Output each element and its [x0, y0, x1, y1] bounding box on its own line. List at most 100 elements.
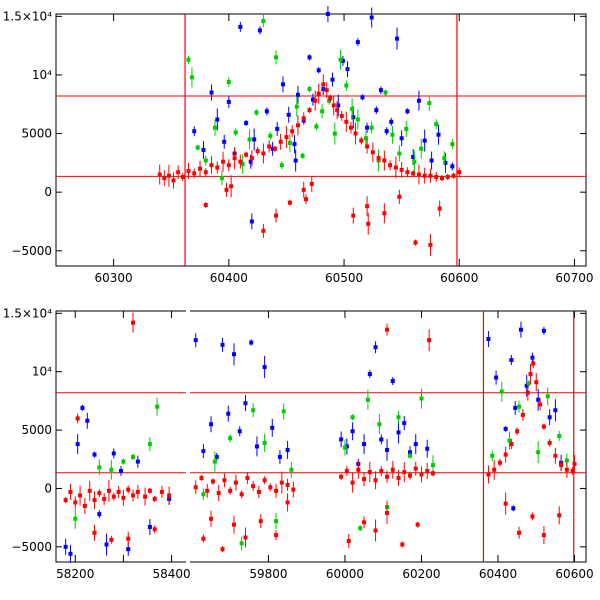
data-point: [369, 15, 374, 20]
data-point: [222, 139, 227, 144]
data-point: [342, 445, 347, 450]
data-point: [111, 451, 116, 456]
data-point: [450, 142, 455, 147]
x-tick-label: 58400: [152, 567, 190, 581]
data-point: [390, 379, 395, 384]
data-point: [553, 408, 558, 413]
data-point: [249, 340, 254, 345]
data-point: [307, 55, 312, 60]
data-point: [541, 424, 546, 429]
data-point: [327, 98, 332, 103]
data-point: [408, 453, 412, 458]
data-point: [203, 158, 208, 163]
data-point: [262, 365, 267, 370]
data-point: [249, 156, 254, 161]
data-point: [370, 150, 375, 155]
data-point: [316, 91, 321, 96]
data-point: [396, 430, 401, 435]
data-point: [351, 115, 356, 120]
data-point: [531, 361, 536, 366]
data-point: [189, 75, 194, 80]
data-point: [344, 468, 349, 473]
data-point: [408, 450, 412, 455]
data-point: [233, 480, 238, 485]
data-point: [385, 510, 390, 515]
y-tick-label: 5000: [21, 423, 52, 437]
data-point: [198, 166, 203, 171]
data-point: [285, 482, 290, 487]
data-point: [430, 463, 435, 468]
data-point: [411, 171, 416, 176]
data-point: [309, 181, 314, 186]
data-point: [385, 327, 390, 332]
data-point: [92, 452, 97, 457]
x-tick-label: 60400: [210, 271, 248, 285]
data-point: [279, 163, 284, 168]
data-point: [193, 338, 198, 343]
data-point: [382, 211, 387, 216]
data-point: [226, 163, 231, 168]
data-point: [261, 228, 266, 233]
data-point: [252, 137, 257, 142]
data-point: [427, 101, 432, 106]
data-point: [376, 156, 381, 161]
data-point: [497, 460, 502, 465]
data-point: [222, 478, 227, 483]
data-point: [564, 467, 569, 472]
data-point: [224, 187, 229, 192]
data-point: [301, 187, 306, 192]
data-point: [451, 173, 456, 178]
data-point: [264, 109, 269, 114]
data-point: [152, 527, 157, 532]
data-point: [121, 495, 126, 500]
data-point: [102, 496, 107, 501]
data-point: [192, 129, 197, 134]
data-point: [261, 19, 266, 24]
data-point: [78, 493, 83, 498]
data-point: [486, 337, 491, 342]
data-point: [268, 485, 273, 490]
data-point: [345, 67, 350, 72]
data-point: [244, 121, 249, 126]
data-point: [73, 500, 78, 505]
data-point: [320, 109, 325, 114]
data-point: [437, 206, 442, 211]
data-point: [412, 159, 417, 164]
data-point: [193, 485, 198, 490]
data-point: [226, 79, 231, 84]
data-point: [162, 176, 167, 181]
data-point: [515, 429, 520, 434]
data-point: [167, 493, 172, 498]
data-point: [285, 500, 290, 505]
data-point: [131, 320, 136, 325]
y-tick-label: 1.5×10⁴: [3, 306, 52, 320]
data-point: [413, 240, 418, 245]
data-point: [121, 459, 126, 464]
data-point: [416, 172, 421, 177]
data-point: [152, 496, 157, 501]
data-point: [411, 154, 416, 159]
data-point: [243, 535, 248, 540]
data-point: [73, 516, 78, 521]
data-point: [355, 117, 360, 122]
data-point: [290, 129, 295, 134]
data-point: [87, 488, 92, 493]
data-point: [509, 442, 514, 447]
data-point: [377, 422, 382, 427]
data-point: [304, 197, 309, 202]
data-point: [300, 153, 305, 158]
data-point: [402, 421, 407, 426]
x-tick-label: 60300: [95, 271, 133, 285]
data-point: [530, 514, 535, 519]
data-point: [245, 475, 250, 480]
data-point: [240, 162, 245, 167]
data-point: [503, 501, 508, 506]
data-point: [365, 204, 370, 209]
data-point: [373, 478, 378, 483]
data-point: [557, 513, 562, 518]
plot-frame: [55, 310, 587, 563]
bottom-panel: −5000 0 5000 10⁴ 1.5×10⁴ 58200 58400 59800 60000…: [3, 306, 594, 581]
data-point: [220, 342, 225, 347]
data-point: [258, 519, 263, 524]
data-point: [68, 489, 73, 494]
